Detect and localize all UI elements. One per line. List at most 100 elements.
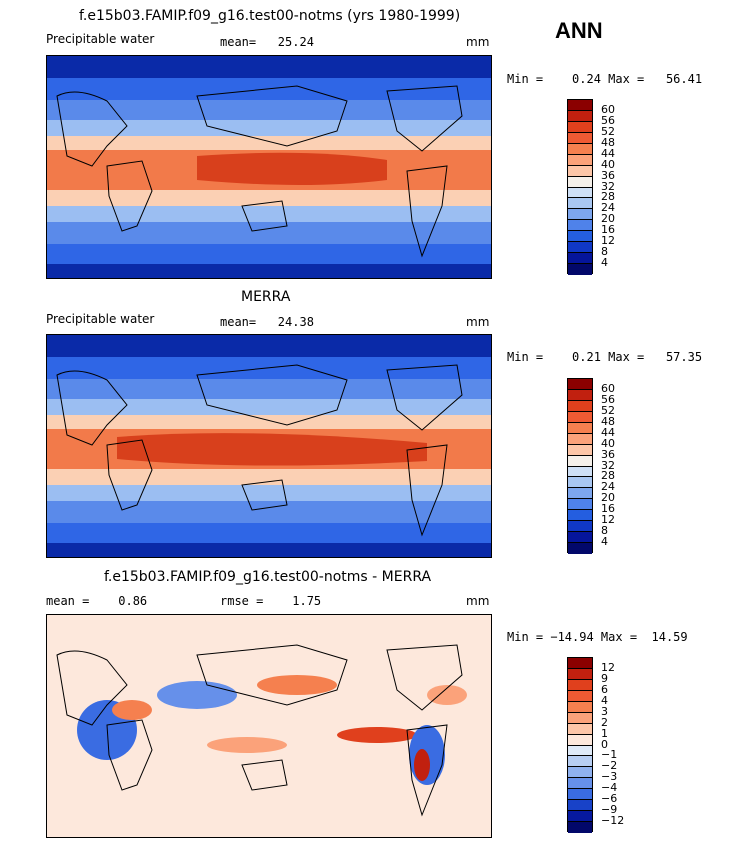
- colorbar-tick-label: 40: [601, 436, 615, 450]
- colorbar-swatch: [568, 379, 592, 390]
- colorbar-swatch: [568, 264, 592, 275]
- colorbar-swatch: [568, 154, 592, 166]
- colorbar-tick-label: 28: [601, 469, 615, 483]
- colorbar-tick-label: 9: [601, 671, 608, 685]
- colorbar-tick-label: 48: [601, 414, 615, 428]
- colorbar-tick-label: 3: [601, 704, 608, 718]
- colorbar-tick-label: −2: [601, 759, 618, 773]
- panel2-map: [46, 334, 492, 558]
- colorbar-swatch: [568, 701, 592, 713]
- colorbar-tick-label: 32: [601, 458, 615, 472]
- colorbar-swatch: [568, 822, 592, 833]
- colorbar-swatch: [568, 778, 592, 790]
- colorbar-swatch: [568, 433, 592, 445]
- colorbar-swatch: [568, 811, 592, 823]
- colorbar-tick-label: −12: [601, 814, 625, 828]
- colorbar-swatch: [568, 209, 592, 221]
- colorbar-swatch: [568, 100, 592, 111]
- colorbar-swatch: [568, 756, 592, 768]
- colorbar-tick-label: 20: [601, 212, 615, 226]
- colorbar-tick-label: −3: [601, 770, 618, 784]
- panel3-map: [46, 614, 492, 838]
- colorbar-swatch: [568, 132, 592, 144]
- colorbar-swatch: [568, 253, 592, 265]
- panel2-map-graphic: [47, 335, 491, 557]
- panel1-colorbar-ticks: 60 56 52 48 44 40 36 32 28 24 20 16 12 8 4: [601, 99, 641, 274]
- colorbar-swatch: [568, 466, 592, 478]
- colorbar-swatch: [568, 187, 592, 199]
- colorbar-tick-label: 4: [601, 693, 608, 707]
- colorbar-tick-label: −9: [601, 803, 618, 817]
- colorbar-swatch: [568, 231, 592, 243]
- colorbar-swatch: [568, 712, 592, 724]
- panel2-title: MERRA: [241, 289, 291, 305]
- panel1-unit: mm: [466, 35, 490, 49]
- season-label: ANN: [555, 18, 603, 43]
- colorbar-tick-label: 12: [601, 513, 615, 527]
- panel1-map-graphic: [47, 56, 491, 278]
- colorbar-tick-label: 4: [601, 256, 608, 270]
- colorbar-tick-label: 0: [601, 737, 608, 751]
- colorbar-tick-label: 20: [601, 491, 615, 505]
- colorbar-tick-label: 52: [601, 124, 615, 138]
- panel3-map-graphic: [47, 615, 491, 837]
- panel3-unit: mm: [466, 594, 490, 608]
- colorbar-swatch: [568, 220, 592, 232]
- colorbar-tick-label: 12: [601, 234, 615, 248]
- panel1-map: [46, 55, 492, 279]
- panel1-mean: mean= 25.24: [220, 35, 314, 49]
- colorbar-swatch: [568, 499, 592, 511]
- colorbar-swatch: [568, 800, 592, 812]
- colorbar-swatch: [568, 389, 592, 401]
- colorbar-swatch: [568, 110, 592, 122]
- colorbar-tick-label: −4: [601, 781, 618, 795]
- colorbar-swatch: [568, 690, 592, 702]
- colorbar-swatch: [568, 400, 592, 412]
- panel2-mean: mean= 24.38: [220, 315, 314, 329]
- colorbar-tick-label: 8: [601, 245, 608, 259]
- colorbar-tick-label: 32: [601, 179, 615, 193]
- panel2-minmax: Min = 0.21 Max = 57.35: [507, 350, 703, 364]
- colorbar-swatch: [568, 455, 592, 467]
- colorbar-swatch: [568, 176, 592, 188]
- colorbar-swatch: [568, 242, 592, 254]
- colorbar-swatch: [568, 532, 592, 544]
- colorbar-tick-label: 60: [601, 102, 615, 116]
- colorbar-tick-label: 16: [601, 502, 615, 516]
- colorbar-swatch: [568, 767, 592, 779]
- colorbar-tick-label: 44: [601, 146, 615, 160]
- colorbar-tick-label: 48: [601, 135, 615, 149]
- panel3-colorbar-ticks: 12 9 6 4 3 2 1 0 −1 −2 −3 −4 −6 −9 −12: [601, 657, 641, 832]
- colorbar-swatch: [568, 658, 592, 669]
- colorbar-swatch: [568, 679, 592, 691]
- panel1-colorbar: [567, 99, 593, 275]
- colorbar-tick-label: 4: [601, 535, 608, 549]
- colorbar-swatch: [568, 723, 592, 735]
- colorbar-swatch: [568, 121, 592, 133]
- panel3-mean: mean = 0.86: [46, 594, 148, 608]
- colorbar-tick-label: 44: [601, 425, 615, 439]
- colorbar-tick-label: 60: [601, 381, 615, 395]
- colorbar-tick-label: 36: [601, 168, 615, 182]
- colorbar-tick-label: 1: [601, 726, 608, 740]
- colorbar-swatch: [568, 734, 592, 746]
- panel2-colorbar: [567, 378, 593, 554]
- colorbar-swatch: [568, 444, 592, 456]
- colorbar-tick-label: 12: [601, 660, 615, 674]
- colorbar-swatch: [568, 198, 592, 210]
- colorbar-swatch: [568, 488, 592, 500]
- colorbar-tick-label: 56: [601, 113, 615, 127]
- colorbar-swatch: [568, 422, 592, 434]
- panel2-field-label: Precipitable water: [46, 312, 155, 326]
- colorbar-swatch: [568, 521, 592, 533]
- colorbar-tick-label: 24: [601, 480, 615, 494]
- panel1-field-label: Precipitable water: [46, 32, 155, 46]
- colorbar-tick-label: 40: [601, 157, 615, 171]
- colorbar-swatch: [568, 789, 592, 801]
- colorbar-tick-label: 6: [601, 682, 608, 696]
- colorbar-swatch: [568, 143, 592, 155]
- colorbar-tick-label: 28: [601, 190, 615, 204]
- colorbar-tick-label: −1: [601, 748, 618, 762]
- panel1-minmax: Min = 0.24 Max = 56.41: [507, 72, 703, 86]
- colorbar-swatch: [568, 510, 592, 522]
